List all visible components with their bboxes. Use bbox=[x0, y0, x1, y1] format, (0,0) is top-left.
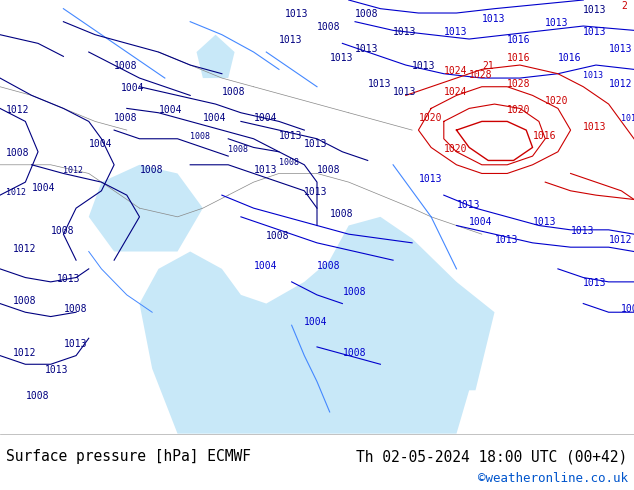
Text: 1008: 1008 bbox=[139, 166, 163, 175]
Text: 1016: 1016 bbox=[507, 53, 531, 63]
Text: 21: 21 bbox=[482, 61, 494, 72]
Text: 1004: 1004 bbox=[32, 183, 55, 193]
Text: 1013: 1013 bbox=[583, 71, 604, 80]
Text: 1020: 1020 bbox=[418, 113, 442, 123]
Text: 1013: 1013 bbox=[545, 18, 569, 28]
Text: 1013: 1013 bbox=[444, 26, 467, 37]
Text: 1013: 1013 bbox=[44, 365, 68, 375]
Text: 1008: 1008 bbox=[317, 166, 340, 175]
Text: 1008: 1008 bbox=[13, 295, 36, 306]
Text: 1013: 1013 bbox=[63, 339, 87, 349]
Text: 1008: 1008 bbox=[25, 391, 49, 401]
Text: Th 02-05-2024 18:00 UTC (00+42): Th 02-05-2024 18:00 UTC (00+42) bbox=[356, 449, 628, 465]
Text: 1013: 1013 bbox=[583, 122, 607, 132]
Text: 1013: 1013 bbox=[621, 115, 634, 123]
Text: 1004: 1004 bbox=[203, 113, 226, 123]
Text: 1012: 1012 bbox=[6, 105, 30, 115]
Text: 1020: 1020 bbox=[444, 144, 467, 154]
Text: 1004: 1004 bbox=[254, 261, 277, 271]
Text: 1004: 1004 bbox=[89, 140, 112, 149]
Text: 1004: 1004 bbox=[469, 218, 493, 227]
Text: 1013: 1013 bbox=[495, 235, 518, 245]
Text: 1008: 1008 bbox=[317, 261, 340, 271]
Polygon shape bbox=[139, 217, 476, 434]
Text: 2: 2 bbox=[621, 0, 627, 11]
Text: 1012: 1012 bbox=[13, 347, 36, 358]
Text: 1013: 1013 bbox=[57, 274, 81, 284]
Text: 1013: 1013 bbox=[456, 200, 480, 210]
Text: 1008: 1008 bbox=[63, 304, 87, 314]
Text: 1008: 1008 bbox=[114, 61, 138, 72]
Text: 1013: 1013 bbox=[368, 79, 391, 89]
Text: 1013: 1013 bbox=[355, 44, 378, 54]
Text: 1013: 1013 bbox=[418, 174, 442, 184]
Text: 1013: 1013 bbox=[254, 166, 277, 175]
Text: 1004: 1004 bbox=[304, 317, 328, 327]
Polygon shape bbox=[380, 282, 495, 390]
Text: 1008: 1008 bbox=[342, 287, 366, 297]
Text: 1013: 1013 bbox=[304, 140, 328, 149]
Text: 1028: 1028 bbox=[469, 70, 493, 80]
Text: 1013: 1013 bbox=[330, 53, 353, 63]
Text: 1013: 1013 bbox=[304, 187, 328, 197]
Text: 1024: 1024 bbox=[444, 87, 467, 98]
Text: 1008: 1008 bbox=[342, 347, 366, 358]
Text: 1008: 1008 bbox=[222, 87, 245, 98]
Text: 1008: 1008 bbox=[114, 113, 138, 123]
Text: 1012: 1012 bbox=[6, 188, 27, 197]
Text: 1013: 1013 bbox=[533, 218, 556, 227]
Text: 1008: 1008 bbox=[621, 304, 634, 314]
Text: 1004: 1004 bbox=[254, 113, 277, 123]
Text: 1013: 1013 bbox=[609, 44, 632, 54]
Text: Surface pressure [hPa] ECMWF: Surface pressure [hPa] ECMWF bbox=[6, 449, 251, 465]
Text: 1013: 1013 bbox=[482, 14, 505, 24]
Text: 1020: 1020 bbox=[507, 105, 531, 115]
Text: 1016: 1016 bbox=[533, 131, 556, 141]
Text: 1013: 1013 bbox=[583, 26, 607, 37]
Text: 1008: 1008 bbox=[190, 132, 210, 141]
Text: 1008: 1008 bbox=[266, 230, 290, 241]
Text: 1012: 1012 bbox=[609, 79, 632, 89]
Text: 1004: 1004 bbox=[158, 105, 182, 115]
Text: 1013: 1013 bbox=[393, 26, 417, 37]
Polygon shape bbox=[197, 35, 235, 78]
Text: ©weatheronline.co.uk: ©weatheronline.co.uk bbox=[477, 472, 628, 486]
Text: 1012: 1012 bbox=[63, 167, 84, 175]
Text: 1008: 1008 bbox=[228, 145, 249, 154]
Text: 1012: 1012 bbox=[609, 235, 632, 245]
Text: 1016: 1016 bbox=[558, 53, 581, 63]
Polygon shape bbox=[89, 165, 203, 251]
Text: 1013: 1013 bbox=[412, 61, 436, 72]
Text: 1008: 1008 bbox=[330, 209, 353, 219]
Text: 1013: 1013 bbox=[279, 35, 302, 46]
Text: 1008: 1008 bbox=[279, 158, 299, 167]
Text: 1013: 1013 bbox=[571, 226, 594, 236]
Text: 1013: 1013 bbox=[583, 5, 607, 15]
Text: 1016: 1016 bbox=[507, 35, 531, 46]
Text: 1008: 1008 bbox=[51, 226, 74, 236]
Text: 1013: 1013 bbox=[583, 278, 607, 288]
Text: 1013: 1013 bbox=[393, 87, 417, 98]
Text: 1004: 1004 bbox=[120, 83, 144, 93]
Text: 1013: 1013 bbox=[285, 9, 309, 19]
Text: 1008: 1008 bbox=[317, 23, 340, 32]
Text: 1024: 1024 bbox=[444, 66, 467, 76]
Text: 1020: 1020 bbox=[545, 96, 569, 106]
Text: 1013: 1013 bbox=[279, 131, 302, 141]
Text: 1028: 1028 bbox=[507, 79, 531, 89]
Text: 1012: 1012 bbox=[13, 244, 36, 253]
Text: 1008: 1008 bbox=[355, 9, 378, 19]
Text: 1008: 1008 bbox=[6, 148, 30, 158]
